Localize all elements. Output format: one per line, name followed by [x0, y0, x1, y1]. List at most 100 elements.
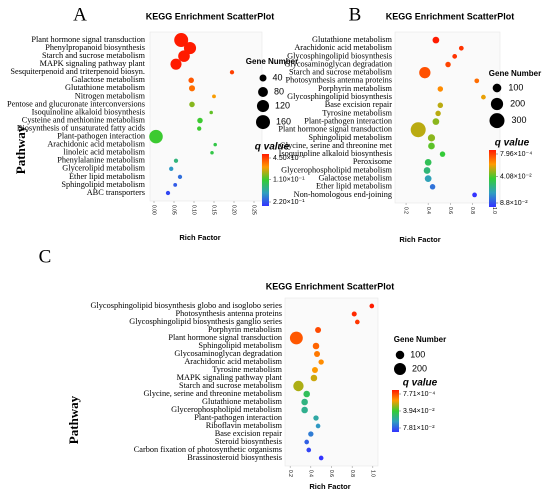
point	[306, 447, 312, 453]
size-legend-label: 300	[512, 115, 527, 125]
x-tick-label: 0.6	[328, 470, 334, 477]
category-label: MAPK signaling pathway plant	[40, 59, 146, 68]
category-label: Glycerophospholipid metabolism	[281, 165, 392, 174]
category-label: Glycine, serine and threonine met	[280, 141, 393, 150]
point	[173, 158, 179, 163]
point	[209, 110, 213, 115]
size-legend-title: Gene Number	[394, 335, 446, 344]
x-tick-label: 0.25	[251, 205, 257, 215]
category-label: ABC transporters	[87, 188, 145, 197]
x-tick-label: 0.8	[469, 207, 475, 214]
point	[188, 77, 194, 84]
panel-label: A	[73, 4, 87, 25]
category-label: Base excision repair	[325, 100, 393, 109]
color-legend-label: 7.71×10⁻⁴	[403, 391, 435, 398]
size-legend-title: Gene Number	[489, 69, 541, 78]
category-label: Carbon fixation of photosynthetic organi…	[134, 445, 282, 454]
x-tick-label: 0.20	[231, 205, 237, 215]
point	[318, 359, 324, 365]
category-label: Starch and sucrose metabolism	[289, 68, 393, 77]
size-legend-label: 200	[510, 98, 525, 108]
category-label: Glycosaminoglycan degradation	[284, 59, 392, 68]
point	[183, 42, 197, 55]
x-axis-label: Rich Factor	[179, 233, 220, 242]
color-legend-label: 1.10×10⁻¹	[273, 176, 305, 183]
point	[170, 58, 182, 70]
size-legend-title: Gene Number	[246, 57, 298, 66]
size-legend-mark	[492, 83, 502, 93]
point	[314, 351, 321, 357]
color-bar	[489, 150, 496, 207]
point	[355, 319, 360, 325]
category-label: Glycosaminoglycan degradation	[174, 349, 282, 358]
category-label: Isoquinoline alkaloid biosynthesis	[279, 149, 392, 158]
color-legend-label: 7.81×10⁻²	[403, 425, 435, 432]
category-label: Riboflavin metabolism	[206, 421, 283, 430]
color-legend-title: q value	[403, 378, 438, 389]
point	[149, 129, 163, 144]
color-legend-label: 4.08×10⁻²	[500, 173, 532, 180]
point	[439, 151, 446, 157]
point	[369, 303, 375, 309]
x-tick-label: 0.4	[425, 207, 431, 214]
category-label: MAPK signaling pathway plant	[177, 373, 283, 382]
point	[304, 439, 310, 445]
category-label: Isoquinoline alkaloid biosynthesis	[32, 107, 145, 116]
category-label: Galactose metabolism	[72, 75, 146, 84]
category-label: Brassinosteroid biosynthesis	[187, 453, 282, 462]
point	[308, 431, 314, 437]
point	[474, 78, 480, 84]
color-legend-label: 3.94×10⁻²	[403, 408, 435, 415]
point	[212, 94, 216, 99]
size-legend-mark	[490, 97, 504, 111]
point	[481, 94, 486, 100]
plot-area	[149, 31, 263, 202]
category-label: Starch and sucrose metabolism	[42, 51, 146, 60]
point	[445, 61, 451, 68]
category-label: Glycine, serine and threonine metabolism	[144, 389, 283, 398]
size-legend-label: 80	[274, 86, 284, 96]
point	[197, 126, 202, 131]
color-legend-label: 7.96×10⁻⁴	[500, 151, 532, 158]
point	[312, 342, 320, 350]
point	[423, 167, 431, 174]
category-label: Arachidonic acid metabolism	[47, 140, 145, 149]
category-label: Glycerolipid metabolism	[62, 164, 145, 173]
point	[419, 67, 431, 79]
point	[428, 142, 435, 150]
point	[173, 183, 178, 187]
category-label: Plant hormone signal transduction	[168, 333, 282, 342]
size-legend-label: 100	[508, 82, 523, 92]
point	[303, 390, 310, 398]
chart-title: KEGG Enrichment ScatterPlot	[266, 281, 395, 291]
panel-label: C	[39, 246, 52, 267]
category-label: Glycosphingolipid biosynthesis	[287, 51, 392, 60]
category-label: Glutathione metabolism	[312, 35, 393, 44]
category-label: Sphingolipid metabolism	[61, 180, 145, 189]
category-label: Plant hormone signal transduction	[31, 35, 145, 44]
point	[189, 101, 195, 108]
x-tick-label: 0.05	[171, 205, 177, 215]
point	[213, 142, 217, 147]
category-label: Plant-pathogen interaction	[304, 116, 393, 125]
chart-title: KEGG Enrichment ScatterPlot	[146, 11, 275, 21]
category-label: Arachidonic acid metabolism	[294, 43, 392, 52]
point	[188, 85, 196, 92]
point	[289, 331, 303, 345]
category-label: Phenylalanine metabolism	[57, 156, 145, 165]
category-label: Photosynthesis antenna proteins	[286, 76, 392, 85]
size-legend-label: 40	[273, 72, 283, 82]
y-axis-label: Pathway	[13, 125, 28, 174]
point	[197, 117, 203, 124]
point	[427, 134, 436, 142]
point	[458, 45, 464, 51]
size-legend-label: 100	[410, 349, 425, 359]
x-tick-label: 0.10	[191, 205, 197, 215]
point	[424, 158, 432, 166]
point	[432, 36, 440, 44]
category-label: Glycosphingolipid biosynthesis ganglio s…	[129, 317, 282, 326]
point	[315, 423, 321, 429]
point	[318, 455, 324, 461]
point	[429, 184, 436, 190]
